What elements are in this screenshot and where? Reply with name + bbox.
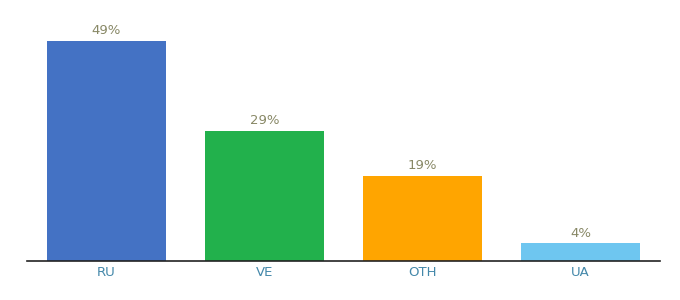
Text: 19%: 19% xyxy=(408,159,437,172)
Bar xyxy=(522,243,640,261)
Text: 4%: 4% xyxy=(570,227,591,240)
Text: 29%: 29% xyxy=(250,114,279,127)
Bar xyxy=(363,176,481,261)
Text: 49%: 49% xyxy=(92,24,121,38)
Bar xyxy=(205,130,324,261)
Bar xyxy=(47,40,165,261)
